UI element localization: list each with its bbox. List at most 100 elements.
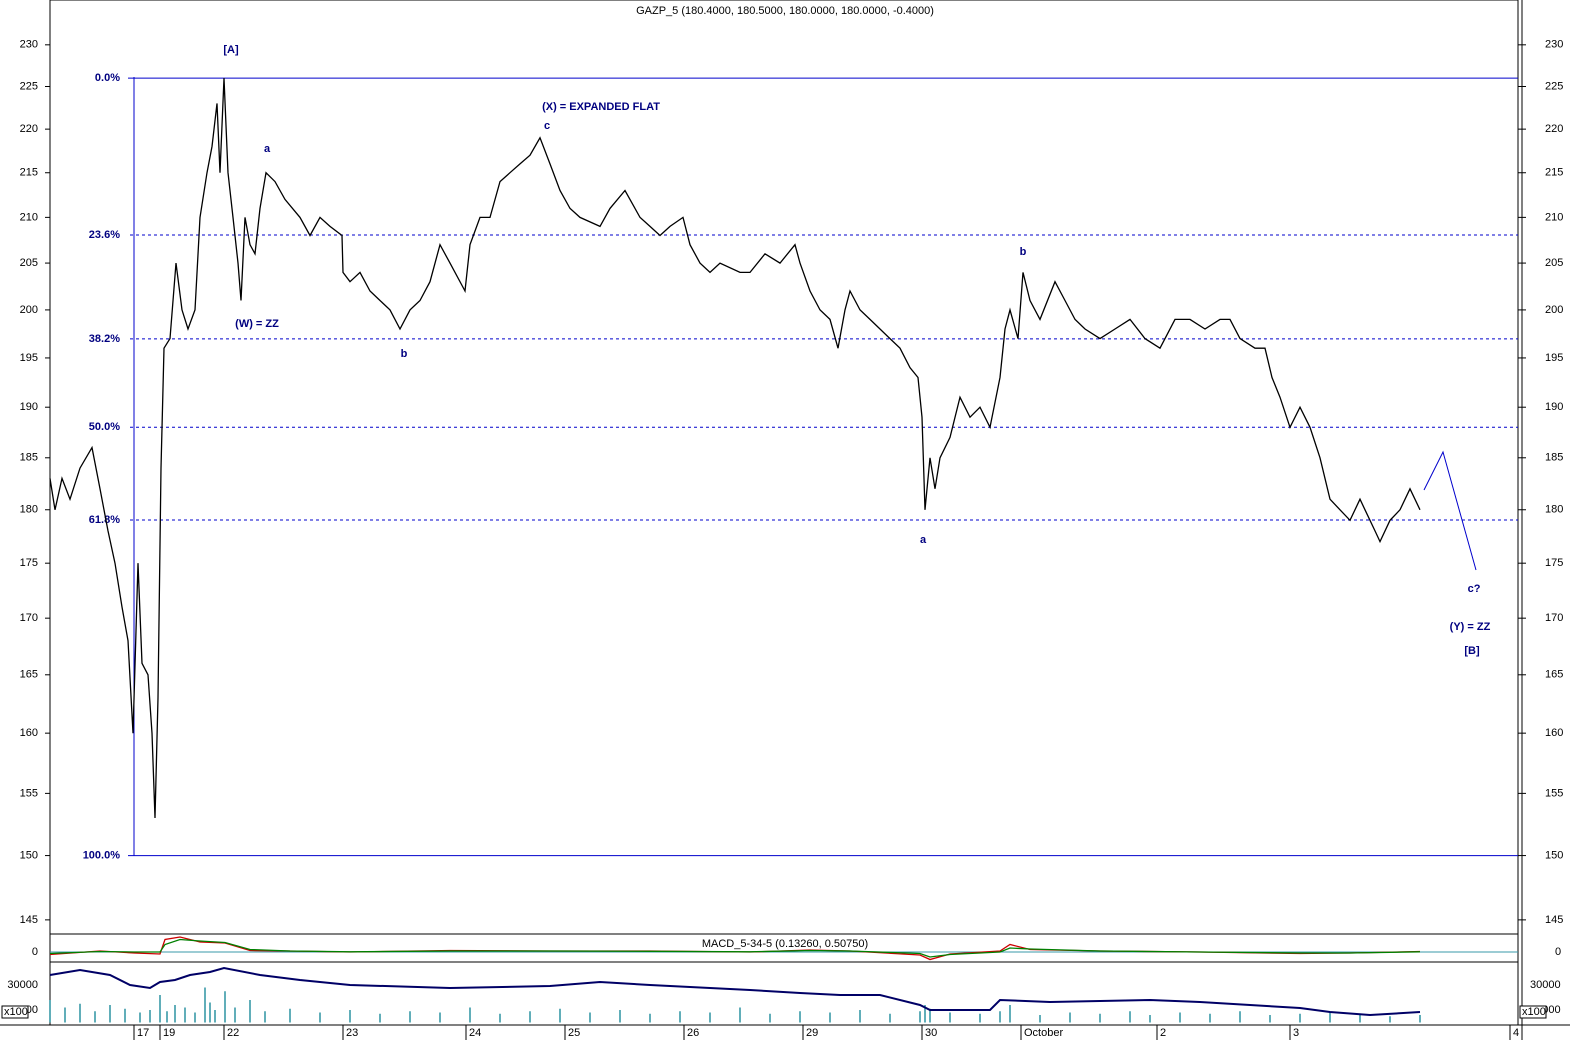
x-tick-label: 17 — [137, 1027, 149, 1039]
volume-bar — [109, 1005, 111, 1023]
volume-bar — [559, 1008, 561, 1023]
volume-bar — [619, 1010, 621, 1023]
volume-bar — [499, 1013, 501, 1023]
y-tick-label: 145 — [20, 914, 38, 926]
x-tick-label: 26 — [687, 1027, 699, 1039]
y-tick-label: 230 — [1545, 39, 1563, 51]
volume-bar — [589, 1012, 591, 1023]
y-tick-label: 215 — [20, 167, 38, 179]
y-tick-label: 205 — [1545, 257, 1563, 269]
volume-bar — [379, 1013, 381, 1023]
x-tick-label: 24 — [469, 1027, 481, 1039]
y-tick-label: 185 — [20, 452, 38, 464]
volume-bar — [1389, 1016, 1391, 1023]
volume-bar — [679, 1011, 681, 1023]
y-tick-label: 175 — [1545, 557, 1563, 569]
volume-bar — [1039, 1015, 1041, 1023]
y-tick-label: 230 — [20, 39, 38, 51]
volume-bar — [289, 1008, 291, 1023]
scale-note: x100 — [4, 1006, 28, 1018]
y-tick-label: 190 — [20, 401, 38, 413]
x-tick-label: 23 — [346, 1027, 358, 1039]
annotation: a — [264, 143, 271, 155]
y-tick-label: 225 — [1545, 80, 1563, 92]
annotation: b — [401, 348, 408, 360]
volume-bar — [49, 1000, 51, 1023]
y-tick-label: 175 — [20, 557, 38, 569]
volume-bar — [1179, 1012, 1181, 1023]
y-tick-label: 200 — [1545, 304, 1563, 316]
volume-bar — [184, 1007, 186, 1023]
volume-bar — [194, 1012, 196, 1023]
y-tick-label: 160 — [20, 727, 38, 739]
volume-bar — [1099, 1013, 1101, 1023]
y-tick-label: 220 — [1545, 123, 1563, 135]
x-tick-label: 22 — [227, 1027, 239, 1039]
y-tick-label: 220 — [20, 123, 38, 135]
volume-bar — [94, 1011, 96, 1023]
y-tick-label: 30000 — [7, 979, 38, 991]
y-tick-label: 200 — [20, 304, 38, 316]
volume-bar — [1149, 1015, 1151, 1023]
y-tick-label: 150 — [1545, 849, 1563, 861]
annotation: [B] — [1464, 645, 1480, 657]
volume-bar — [919, 1011, 921, 1023]
plot-frame — [49, 0, 1519, 1026]
volume-bar — [124, 1008, 126, 1023]
volume-bar — [949, 1012, 951, 1023]
y-tick-label: 0 — [1555, 946, 1561, 958]
volume-bar — [1209, 1013, 1211, 1023]
y-tick-label: 195 — [1545, 352, 1563, 364]
macd-line — [49, 938, 1421, 958]
projection-line — [1423, 450, 1477, 571]
x-tick-label: 29 — [806, 1027, 818, 1039]
macd-title: MACD_5-34-5 (0.13260, 0.50750) — [702, 938, 868, 950]
y-tick-label: 190 — [1545, 401, 1563, 413]
volume-bar — [409, 1011, 411, 1023]
volume-bar — [769, 1013, 771, 1023]
y-tick-label: 155 — [1545, 787, 1563, 799]
y-tick-label: 170 — [1545, 612, 1563, 624]
x-tick-label: 4 — [1513, 1027, 1519, 1039]
y-tick-label: 155 — [20, 787, 38, 799]
y-tick-label: 210 — [1545, 211, 1563, 223]
y-tick-label: 165 — [20, 669, 38, 681]
fib-label: 100.0% — [83, 849, 121, 861]
volume-bar — [529, 1011, 531, 1023]
volume-bar — [1329, 1012, 1331, 1023]
y-tick-label: 180 — [20, 504, 38, 516]
volume-bar — [319, 1012, 321, 1023]
scale-note: x100 — [1522, 1006, 1546, 1018]
y-tick-label: 145 — [1545, 914, 1563, 926]
fib-label: 0.0% — [95, 72, 120, 84]
x-tick-label: 2 — [1160, 1027, 1166, 1039]
annotation: c? — [1468, 583, 1481, 595]
volume-bar — [979, 1013, 981, 1023]
y-tick-label: 225 — [20, 80, 38, 92]
volume-bar — [139, 1012, 141, 1023]
annotation: [A] — [223, 44, 239, 56]
fib-label: 23.6% — [89, 229, 120, 241]
volume-bar — [249, 1000, 251, 1023]
y-tick-label: 215 — [1545, 167, 1563, 179]
volume-bar — [204, 987, 206, 1023]
volume-bar — [349, 1010, 351, 1023]
volume-bar — [999, 1011, 1001, 1023]
volume-bar — [439, 1012, 441, 1023]
chart-title: GAZP_5 (180.4000, 180.5000, 180.0000, 18… — [636, 5, 934, 17]
volume-bar — [1359, 1015, 1361, 1023]
volume-bar — [149, 1010, 151, 1023]
y-tick-label: 210 — [20, 211, 38, 223]
volume-bar — [929, 1008, 931, 1023]
y-tick-label: 30000 — [1530, 979, 1561, 991]
fib-label: 38.2% — [89, 333, 120, 345]
annotation: (Y) = ZZ — [1450, 621, 1491, 633]
volume-bar — [649, 1013, 651, 1023]
volume-bar — [234, 1007, 236, 1023]
volume-bar — [264, 1011, 266, 1023]
x-tick-label: 3 — [1293, 1027, 1299, 1039]
x-tick-label: 19 — [163, 1027, 175, 1039]
volume-bar — [829, 1012, 831, 1023]
y-tick-label: 150 — [20, 849, 38, 861]
